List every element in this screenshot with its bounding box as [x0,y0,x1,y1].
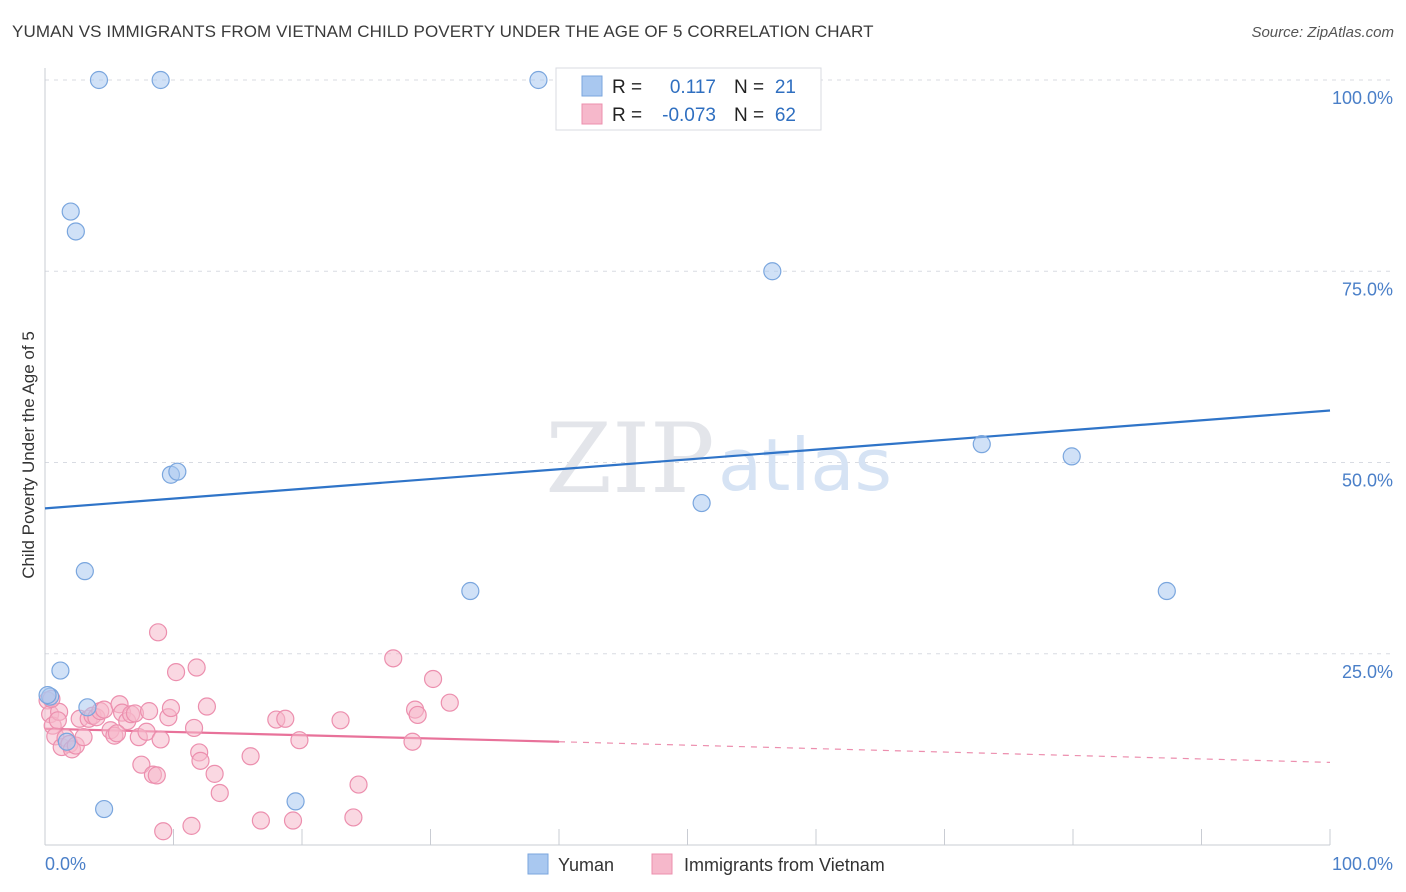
point-vietnam [349,775,368,794]
point-vietnam [107,724,127,743]
point-vietnam [151,730,170,749]
point-vietnam [74,728,93,747]
y-tick-label: 25.0% [1342,662,1393,682]
trend-line-vietnam-extended [558,741,1331,763]
point-vietnam [251,811,270,830]
bottom-legend: Yuman Immigrants from Vietnam [527,853,885,875]
y-tick-label: 75.0% [1342,279,1393,299]
stats-r-label-yuman: R = [612,77,642,98]
point-vietnam [344,808,363,827]
legend-label-vietnam: Immigrants from Vietnam [684,855,885,875]
stats-r-label-vietnam: R = [612,105,642,126]
point-yuman [95,799,114,819]
point-vietnam [241,747,260,766]
watermark-atlas: atlas [718,423,892,507]
point-vietnam [154,822,173,841]
point-vietnam [139,702,159,721]
point-yuman [151,70,170,90]
point-vietnam [197,697,217,716]
point-vietnam [290,731,309,750]
y-tick-labels: 25.0% 50.0% 75.0% 100.0% [1332,88,1393,682]
point-vietnam [182,816,201,835]
point-vietnam [403,732,422,751]
axes [44,68,1331,846]
stats-legend: R = 0.117 N = 21 R = -0.073 N = 62 [555,67,822,131]
point-yuman [1157,581,1176,601]
gridlines [45,79,1392,655]
point-vietnam [161,698,181,718]
point-yuman [529,70,548,90]
x-tick-labels: 0.0% 100.0% [45,854,1393,874]
x-tick-label: 0.0% [45,854,86,874]
stats-n-vietnam: 62 [775,105,796,126]
legend-swatch-vietnam [651,853,673,875]
point-yuman [38,685,57,705]
stats-r-vietnam: -0.073 [662,105,716,126]
point-vietnam [423,669,443,689]
point-yuman [57,732,76,751]
point-vietnam [48,711,67,730]
y-tick-label: 50.0% [1342,471,1393,491]
legend-label-yuman: Yuman [558,855,614,875]
point-vietnam [132,755,151,774]
stats-n-yuman: 21 [775,77,796,98]
point-yuman [75,562,94,581]
point-vietnam [276,709,295,728]
point-vietnam [384,649,403,668]
x-tick-label: 100.0% [1332,854,1393,874]
point-vietnam [408,705,427,725]
point-yuman [78,698,97,717]
point-yuman [51,661,70,680]
point-vietnam [187,658,206,677]
point-vietnam [210,783,229,803]
point-yuman [763,262,782,281]
point-vietnam [147,766,166,785]
point-vietnam [137,722,156,741]
legend-swatch-yuman [527,853,549,875]
data-points [38,70,1176,841]
stats-swatch-vietnam [581,103,603,125]
point-yuman [61,202,80,221]
y-tick-label: 100.0% [1332,88,1393,108]
point-yuman [89,70,109,90]
point-vietnam [95,700,114,719]
source-credit: Source: ZipAtlas.com [1251,24,1394,41]
point-vietnam [148,623,168,642]
chart-title: YUMAN VS IMMIGRANTS FROM VIETNAM CHILD P… [12,22,874,41]
y-axis-label: Child Poverty Under the Age of 5 [19,331,38,579]
point-vietnam [331,711,350,730]
point-vietnam [166,663,186,682]
stats-swatch-yuman [581,75,603,97]
stats-r-yuman: 0.117 [670,77,716,98]
point-vietnam [283,811,303,830]
stats-n-label-yuman: N = [734,77,764,98]
point-yuman [972,435,991,454]
point-vietnam [184,718,204,738]
point-yuman [692,493,711,513]
point-yuman [286,792,305,811]
point-yuman [66,222,85,241]
point-yuman [168,462,187,481]
point-yuman [461,581,480,601]
point-vietnam [205,764,224,783]
point-vietnam [440,693,459,712]
point-yuman [1062,447,1081,466]
trend-line-yuman [44,409,1331,510]
point-vietnam [191,751,210,770]
stats-n-label-vietnam: N = [734,105,764,126]
